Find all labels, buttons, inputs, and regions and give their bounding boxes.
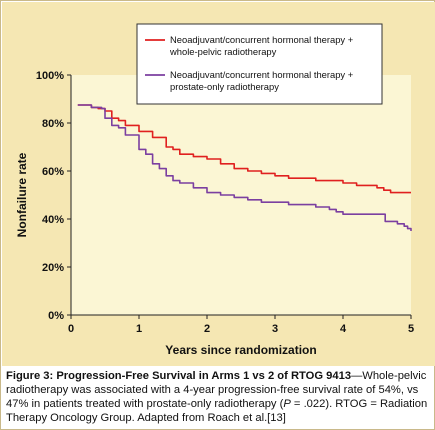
legend-label-2: prostate-only radiotherapy [170,81,279,92]
caption-p-value: = .022). RTOG = Radiation Therapy Oncolo… [6,398,428,424]
chart: 0% 20% 40% 60% 80% 100% 0 1 2 3 4 5 Years since rand… [15,23,414,357]
x-tick-label: 4 [340,323,347,335]
plot-area [71,75,411,315]
y-tick-label: 40% [42,214,64,226]
y-tick-label: 80% [42,118,64,130]
caption-lead: Figure 3: Progression-Free Survival in A… [6,370,352,382]
x-tick-label: 1 [136,323,142,335]
legend-box [136,23,383,105]
caption-p-symbol: P [283,398,291,410]
x-tick-label: 2 [204,323,210,335]
x-tick-label: 5 [408,323,414,335]
series-line-1 [77,104,411,194]
y-tick-label: 0% [48,310,64,322]
x-tick-label: 3 [272,323,278,335]
legend-label-1: whole-pelvic radiotherapy [169,46,277,57]
series-line-2 [77,104,412,231]
x-tick-label: 0 [68,323,74,335]
y-tick-label: 60% [42,166,64,178]
x-axis-label: Years since randomization [165,343,316,357]
figure-caption: Figure 3: Progression-Free Survival in A… [6,369,434,425]
legend-label-1: Neoadjuvant/concurrent hormonal therapy … [170,34,354,45]
legend-label-2: Neoadjuvant/concurrent hormonal therapy … [170,69,354,80]
y-tick-label: 100% [36,70,64,82]
chart-panel: 0% 20% 40% 60% 80% 100% 0 1 2 3 4 5 Years since rand… [2,2,435,366]
caption-body: —Whole-pelvic radiotherapy was associate… [6,370,427,410]
y-axis-label: Nonfailure rate [15,152,29,237]
y-tick-label: 20% [42,262,64,274]
